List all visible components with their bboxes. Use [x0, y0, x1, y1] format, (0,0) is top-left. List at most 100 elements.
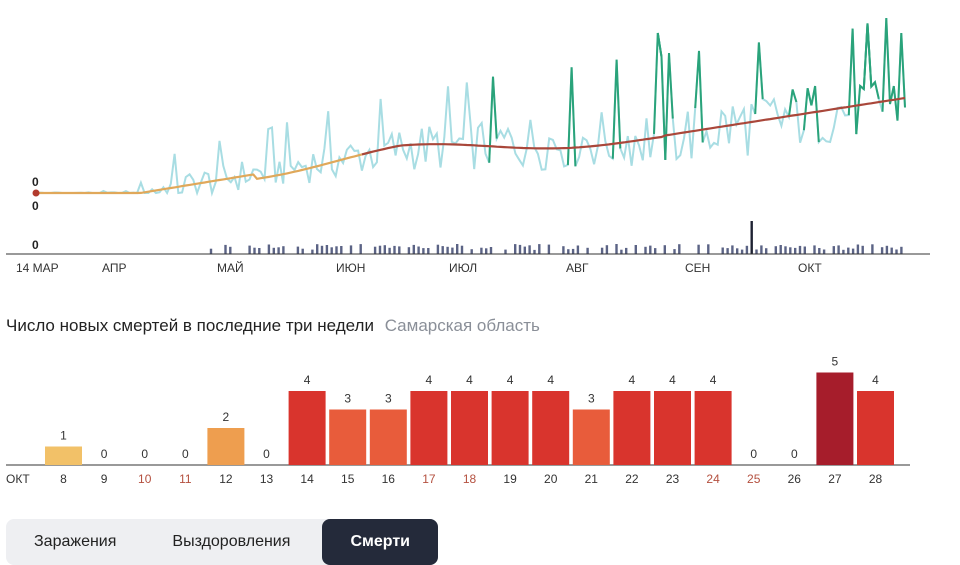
bar-day-27: [816, 372, 854, 465]
deaths-spark-bar: [798, 245, 802, 254]
day-label: 27: [828, 472, 842, 486]
start-marker: [32, 189, 40, 197]
deaths-spark-bar: [707, 244, 710, 254]
day-label: 16: [382, 472, 396, 486]
deaths-spark-bar: [209, 248, 213, 254]
deaths-spark-bar: [620, 249, 623, 254]
deaths-spark-bar: [880, 247, 884, 254]
bar-value-label: 0: [182, 447, 189, 461]
month-label: ИЮЛ: [449, 261, 477, 275]
bar-day-23: [654, 391, 691, 465]
day-label: 26: [788, 472, 802, 486]
cases-peak-segment: [656, 32, 667, 160]
cases-line-light: [35, 17, 906, 197]
deaths-spark-bar: [895, 249, 898, 254]
deaths-spark-bar: [412, 244, 415, 254]
region-name: Самарская область: [384, 316, 540, 335]
bar-value-label: 5: [832, 355, 839, 369]
deaths-spark-bar: [832, 246, 835, 254]
deaths-spark-bar: [803, 246, 806, 254]
deaths-spark-bar: [822, 249, 826, 254]
cases-peak-segment: [870, 80, 880, 100]
start-value-label: 0: [32, 199, 39, 213]
deaths-spark-bar: [678, 244, 681, 254]
month-label: МАЙ: [217, 260, 244, 275]
deaths-spark-bar: [277, 247, 280, 254]
deaths-spark-bar: [349, 245, 353, 254]
day-label: 12: [219, 472, 233, 486]
day-label: 17: [422, 472, 436, 486]
metric-tabs: Заражения Выздоровления Смерти: [6, 519, 438, 565]
deaths-spark-bar: [726, 248, 729, 254]
start-value-label: 0: [32, 175, 39, 189]
deaths-spark-bar: [296, 246, 300, 254]
deaths-spark-bar: [258, 248, 261, 254]
deaths-spark-bar: [340, 246, 343, 254]
deaths-spark-bar: [547, 244, 551, 254]
deaths-spark-bar: [359, 244, 362, 254]
deaths-spark-bar: [320, 245, 324, 254]
month-label: АВГ: [566, 261, 589, 275]
day-label: 19: [503, 472, 517, 486]
deaths-spark-bar: [673, 249, 676, 254]
deaths-spark-bar: [794, 247, 797, 254]
tab-deaths[interactable]: Смерти: [322, 519, 438, 565]
deaths-spark-bar: [456, 244, 459, 254]
avg-line-late: [361, 96, 906, 156]
deaths-spark-bar: [562, 246, 565, 254]
tab-cases[interactable]: Заражения: [34, 533, 117, 550]
cases-peak-segment: [566, 67, 577, 167]
deaths-spark-bar: [847, 247, 850, 254]
bar-value-label: 4: [629, 373, 636, 387]
deaths-spark-bar: [885, 245, 889, 254]
bar-day-22: [613, 391, 651, 465]
day-label: 23: [666, 472, 680, 486]
deaths-spark-bar: [571, 248, 575, 254]
deaths-spark-bar: [774, 246, 777, 254]
deaths-spark-bar: [890, 247, 893, 254]
deaths-spark-bar: [301, 248, 304, 254]
deaths-spark-bar: [625, 247, 628, 254]
month-label: СЕН: [685, 261, 710, 275]
deaths-spark-bar: [731, 245, 734, 254]
deaths-spark-bar: [736, 248, 739, 254]
deaths-spark-bar: [335, 246, 338, 254]
deaths-spark-bar: [253, 247, 256, 254]
deaths-spark-bar: [538, 244, 541, 254]
deaths-spark-bar: [441, 246, 444, 254]
bar-value-label: 0: [141, 447, 148, 461]
bar-value-label: 0: [750, 447, 757, 461]
bar-value-label: 4: [547, 373, 554, 387]
deaths-spark-bar: [373, 246, 377, 254]
deaths-spark-bar: [779, 245, 782, 254]
bar-day-17: [410, 391, 448, 465]
bar-value-label: 4: [507, 373, 514, 387]
deaths-spark-bar: [871, 244, 874, 254]
deaths-spark-bar: [436, 244, 440, 254]
chart-title-main: Число новых смертей в последние три неде…: [6, 316, 374, 335]
deaths-spark-bar: [634, 245, 637, 254]
bar-value-label: 4: [304, 373, 311, 387]
avg-line-early: [36, 153, 363, 195]
day-label: 10: [138, 472, 152, 486]
deaths-spark-bar: [740, 249, 744, 254]
deaths-spark-bar: [750, 221, 753, 254]
bar-day-8: [45, 446, 82, 465]
deaths-spark-bar: [480, 247, 483, 254]
bar-value-label: 2: [223, 410, 230, 424]
deaths-spark-bar: [861, 245, 864, 254]
deaths-spark-bar: [518, 244, 522, 254]
deaths-spark-bar: [470, 249, 473, 254]
bar-day-15: [329, 409, 367, 465]
bar-value-label: 4: [872, 373, 879, 387]
deaths-spark-bar: [856, 244, 860, 254]
deaths-spark-bar: [842, 249, 845, 254]
deaths-spark-bar: [427, 248, 430, 254]
deaths-spark-bar: [248, 245, 251, 254]
deaths-spark-bar: [663, 245, 666, 254]
cases-peak-segment: [787, 89, 798, 118]
tab-recoveries[interactable]: Выздоровления: [172, 533, 291, 550]
deaths-spark-bar: [398, 246, 401, 254]
cases-peak-segment: [810, 85, 820, 143]
deaths-spark-bar: [383, 245, 386, 254]
